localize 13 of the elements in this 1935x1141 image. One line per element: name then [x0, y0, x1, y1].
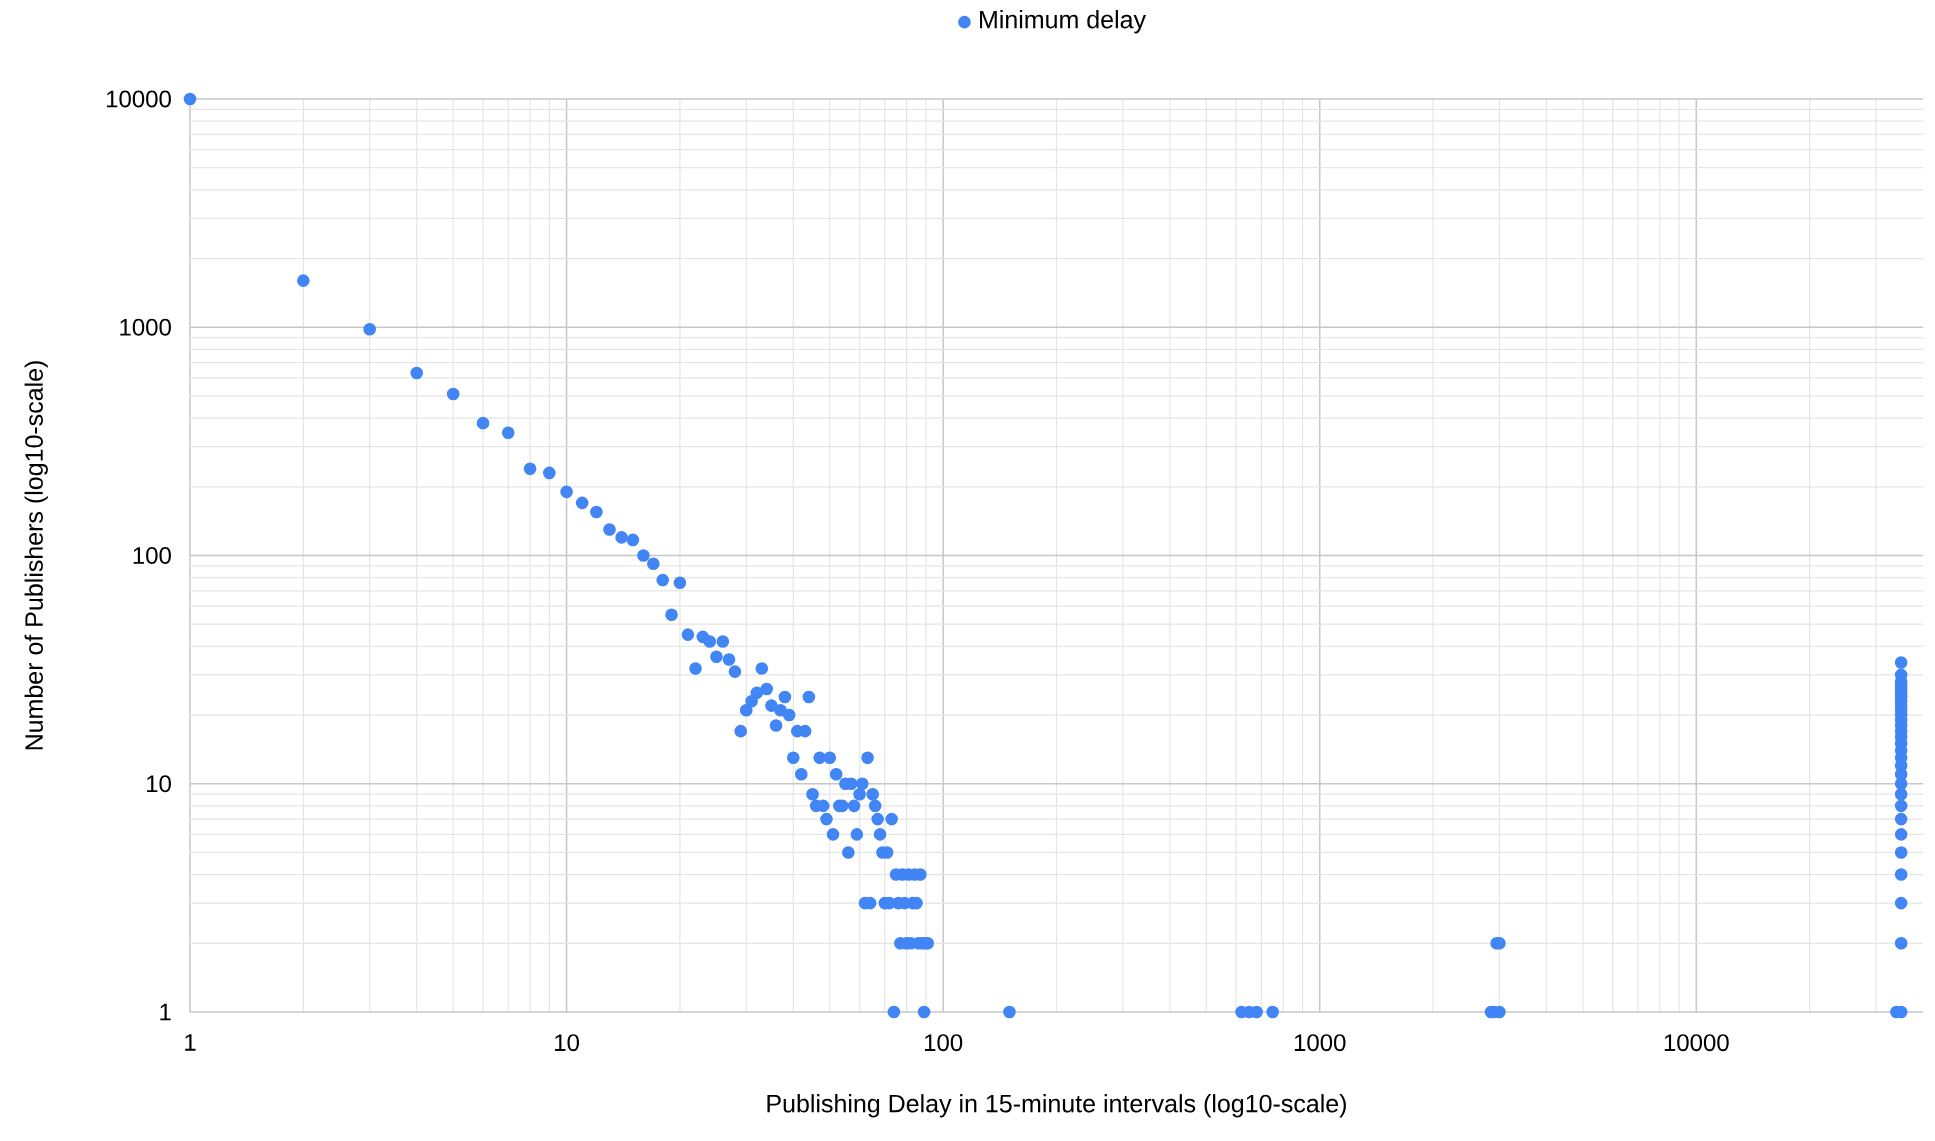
x-tick-label: 1000: [1294, 1034, 1346, 1052]
legend-label: Minimum delay: [980, 10, 1146, 34]
x-tick-label: 10: [555, 1034, 579, 1052]
x-tick-label: 10000: [1664, 1034, 1729, 1052]
x-axis-title: Publishing Delay in 15-minute intervals (log10-scale): [767, 1094, 1346, 1118]
y-axis-title: Number of Publishers (log10-scale): [24, 361, 48, 750]
y-tick-label: 10: [147, 775, 171, 793]
x-tick-label: 100: [924, 1034, 963, 1052]
y-tick-label: 10000: [106, 90, 171, 108]
x-tick-label: 1: [185, 1034, 196, 1051]
y-tick-label: 1000: [120, 318, 171, 336]
y-tick-label: 1: [160, 1003, 171, 1021]
y-tick-label: 100: [133, 547, 171, 564]
